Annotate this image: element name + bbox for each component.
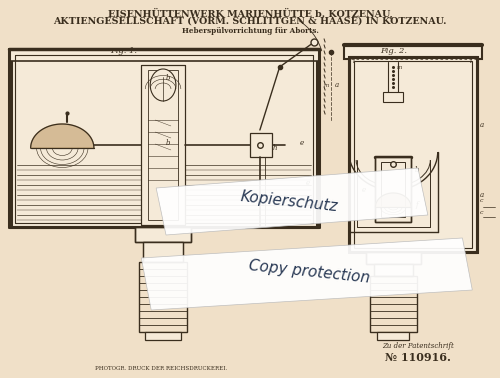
Bar: [9, 49, 319, 61]
Bar: [370, 276, 417, 332]
Ellipse shape: [150, 69, 176, 101]
Bar: [366, 252, 421, 264]
Bar: [344, 45, 482, 59]
Text: c: c: [480, 210, 484, 215]
Text: PHOTOGR. DRUCK DER REICHSDRUCKEREI.: PHOTOGR. DRUCK DER REICHSDRUCKEREI.: [95, 366, 227, 371]
Bar: [374, 264, 413, 276]
Text: b: b: [166, 139, 170, 147]
Text: f: f: [415, 201, 418, 209]
Bar: [136, 227, 190, 242]
Bar: [349, 57, 477, 252]
Text: m: m: [396, 65, 402, 70]
Bar: [384, 92, 403, 102]
Bar: [142, 65, 185, 225]
Text: b: b: [415, 166, 420, 174]
Bar: [148, 70, 178, 220]
Text: EISENHÜTTENWERK MARIENHÜTTE b. KOTZENAU,: EISENHÜTTENWERK MARIENHÜTTE b. KOTZENAU,: [108, 8, 393, 19]
Bar: [374, 264, 413, 276]
Text: e: e: [362, 186, 366, 194]
Polygon shape: [30, 124, 94, 148]
Bar: [250, 133, 272, 157]
Bar: [144, 242, 183, 262]
Text: e: e: [300, 139, 304, 147]
Text: Fig. 1.: Fig. 1.: [110, 47, 137, 55]
Bar: [136, 227, 190, 242]
Text: l: l: [353, 57, 355, 65]
Bar: [144, 242, 183, 262]
Text: AKTIENGESELLSCHAFT (VORM. SCHLITTGEN & HAASE) IN KOTZENAU.: AKTIENGESELLSCHAFT (VORM. SCHLITTGEN & H…: [53, 17, 447, 26]
Text: a: a: [480, 191, 484, 199]
Text: m: m: [323, 83, 328, 88]
Bar: [140, 262, 187, 332]
Polygon shape: [156, 168, 428, 235]
Bar: [378, 332, 409, 340]
Text: h: h: [272, 144, 277, 152]
Bar: [146, 332, 181, 340]
Text: l: l: [470, 57, 472, 65]
Text: a: a: [480, 121, 484, 129]
Bar: [11, 57, 317, 227]
Text: Kopierschutz: Kopierschutz: [240, 189, 339, 215]
Bar: [366, 252, 421, 264]
Polygon shape: [142, 238, 472, 310]
Text: a: a: [335, 81, 339, 89]
Bar: [142, 65, 185, 225]
Polygon shape: [376, 193, 411, 207]
Bar: [354, 61, 472, 248]
Bar: [376, 157, 411, 222]
Text: Fig. 2.: Fig. 2.: [380, 47, 407, 55]
Text: Copy protection: Copy protection: [248, 258, 370, 286]
Text: b: b: [166, 74, 170, 82]
Text: № 110916.: № 110916.: [385, 352, 451, 363]
Bar: [382, 162, 405, 217]
Bar: [376, 157, 411, 222]
Text: Zu der Patentschrift: Zu der Patentschrift: [382, 342, 454, 350]
Text: Heberspülvorrichtung für Aborts.: Heberspülvorrichtung für Aborts.: [182, 27, 318, 35]
Text: e: e: [306, 179, 310, 187]
Text: c: c: [480, 198, 484, 203]
